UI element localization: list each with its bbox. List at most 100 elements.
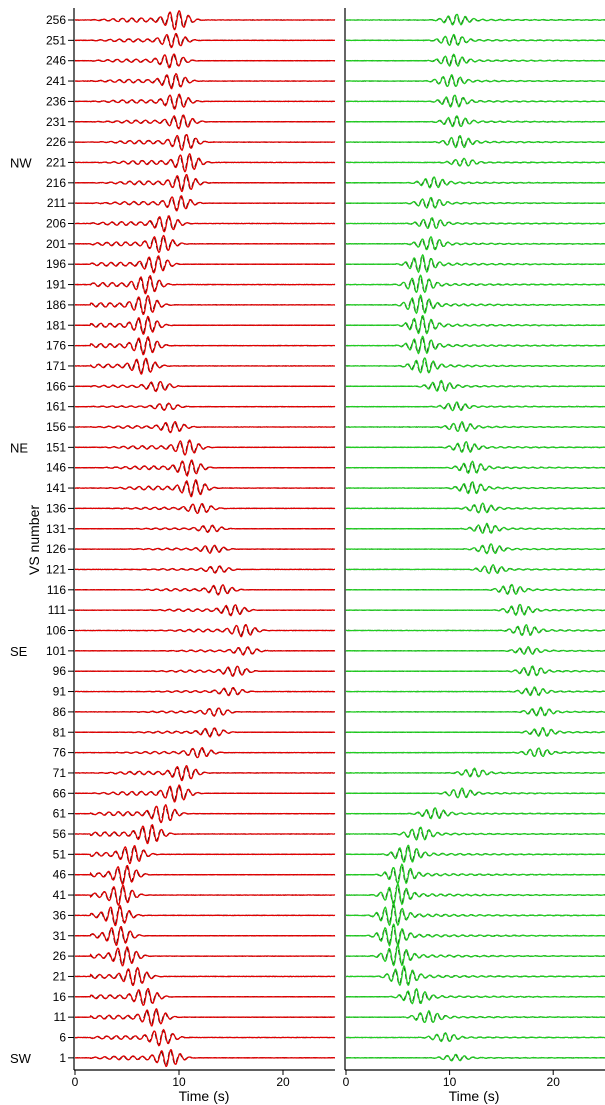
- y-tick-label: 41: [53, 888, 67, 902]
- synthetic-trace: [346, 235, 605, 251]
- synthetic-trace: [346, 217, 605, 230]
- synthetic-trace: [345, 923, 605, 947]
- y-tick-label: 101: [46, 644, 66, 658]
- y-tick-label: 121: [46, 562, 66, 576]
- synthetic-trace: [74, 904, 336, 927]
- synthetic-trace: [346, 543, 605, 555]
- synthetic-trace: [74, 727, 336, 738]
- synthetic-trace: [345, 253, 605, 274]
- synthetic-trace: [74, 420, 335, 434]
- synthetic-trace: [74, 234, 335, 253]
- synthetic-trace: [345, 1031, 605, 1043]
- synthetic-trace: [345, 943, 605, 967]
- synthetic-trace: [74, 804, 336, 824]
- synthetic-trace: [345, 706, 605, 717]
- left-panel: [74, 10, 336, 1068]
- direction-label: NW: [10, 155, 32, 170]
- synthetic-trace: [74, 584, 336, 596]
- synthetic-trace: [345, 53, 605, 67]
- synthetic-trace: [346, 863, 605, 885]
- synthetic-trace: [345, 134, 605, 149]
- synthetic-trace: [346, 440, 605, 454]
- y-tick-label: 196: [46, 257, 66, 271]
- synthetic-trace: [74, 114, 336, 130]
- synthetic-trace: [75, 686, 336, 697]
- y-tick-label: 221: [46, 155, 66, 169]
- synthetic-trace: [345, 294, 605, 315]
- y-tick-label: 226: [46, 135, 66, 149]
- synthetic-trace: [74, 844, 336, 865]
- synthetic-trace: [345, 274, 605, 294]
- synthetic-trace: [74, 823, 335, 845]
- x-tick-label: 0: [343, 1075, 350, 1089]
- y-tick-label: 116: [47, 583, 66, 597]
- synthetic-trace: [74, 966, 336, 987]
- x-axis-label-left: Time (s): [179, 1088, 230, 1104]
- synthetic-trace: [74, 646, 336, 656]
- x-tick-label: 20: [547, 1075, 561, 1089]
- y-tick-label: 201: [46, 237, 66, 251]
- x-tick-label: 0: [72, 1075, 79, 1089]
- synthetic-trace: [74, 865, 336, 885]
- synthetic-trace: [75, 503, 336, 514]
- direction-labels: NW NE SE SW: [10, 155, 32, 1065]
- y-tick-label: 71: [53, 766, 67, 780]
- synthetic-trace: [74, 479, 336, 498]
- synthetic-trace: [345, 844, 605, 863]
- y-tick-label: 46: [53, 868, 67, 882]
- synthetic-trace: [74, 174, 336, 193]
- synthetic-trace: [75, 215, 336, 233]
- synthetic-trace: [346, 686, 605, 697]
- synthetic-trace: [345, 787, 605, 799]
- synthetic-trace: [75, 315, 336, 335]
- synthetic-trace: [346, 902, 605, 927]
- y-tick-label: 186: [46, 298, 66, 312]
- synthetic-trace: [75, 72, 335, 90]
- synthetic-trace: [345, 882, 605, 906]
- y-axis-label: VS number: [26, 505, 42, 575]
- synthetic-trace: [346, 13, 605, 26]
- synthetic-trace: [74, 10, 336, 31]
- synthetic-trace: [345, 196, 605, 209]
- y-tick-label: 171: [46, 359, 66, 373]
- y-tick-label: 86: [53, 705, 67, 719]
- synthetic-trace: [74, 565, 335, 574]
- y-tick-label: 141: [46, 481, 66, 495]
- synthetic-trace: [345, 665, 605, 677]
- synthetic-trace: [345, 460, 605, 475]
- synthetic-trace: [74, 624, 336, 638]
- synthetic-trace: [74, 402, 336, 411]
- y-tick-label: 241: [46, 74, 66, 88]
- y-tick-label: 111: [48, 603, 67, 617]
- synthetic-trace: [345, 401, 605, 412]
- x-tick-label: 10: [443, 1075, 457, 1089]
- synthetic-trace: [345, 583, 605, 595]
- axes: 0 10 20 0 10 20: [72, 8, 605, 1089]
- synthetic-trace: [345, 94, 605, 108]
- x-tick-label: 10: [172, 1075, 186, 1089]
- synthetic-trace: [345, 645, 605, 655]
- synthetic-trace: [74, 53, 335, 69]
- y-tick-label: 231: [46, 115, 66, 129]
- y-tick-label: 6: [59, 1031, 66, 1045]
- synthetic-trace: [346, 420, 605, 433]
- synthetic-trace: [74, 926, 335, 947]
- direction-label: NE: [10, 440, 28, 455]
- synthetic-trace: [74, 195, 336, 212]
- synthetic-trace: [345, 502, 605, 514]
- synthetic-trace: [346, 964, 605, 987]
- y-tick-label: 106: [46, 624, 66, 638]
- synthetic-trace: [345, 767, 605, 778]
- y-tick-label: 91: [53, 685, 67, 699]
- synthetic-trace: [74, 764, 335, 782]
- synthetic-trace: [74, 884, 336, 906]
- synthetic-trace: [345, 522, 605, 534]
- y-tick-label: 216: [46, 176, 66, 190]
- synthetic-trace: [346, 33, 605, 47]
- y-tick-label: 56: [53, 827, 67, 841]
- synthetic-trace: [74, 544, 336, 554]
- synthetic-trace: [74, 604, 335, 617]
- y-tick-label: 181: [46, 318, 66, 332]
- synthetic-trace: [346, 1009, 605, 1024]
